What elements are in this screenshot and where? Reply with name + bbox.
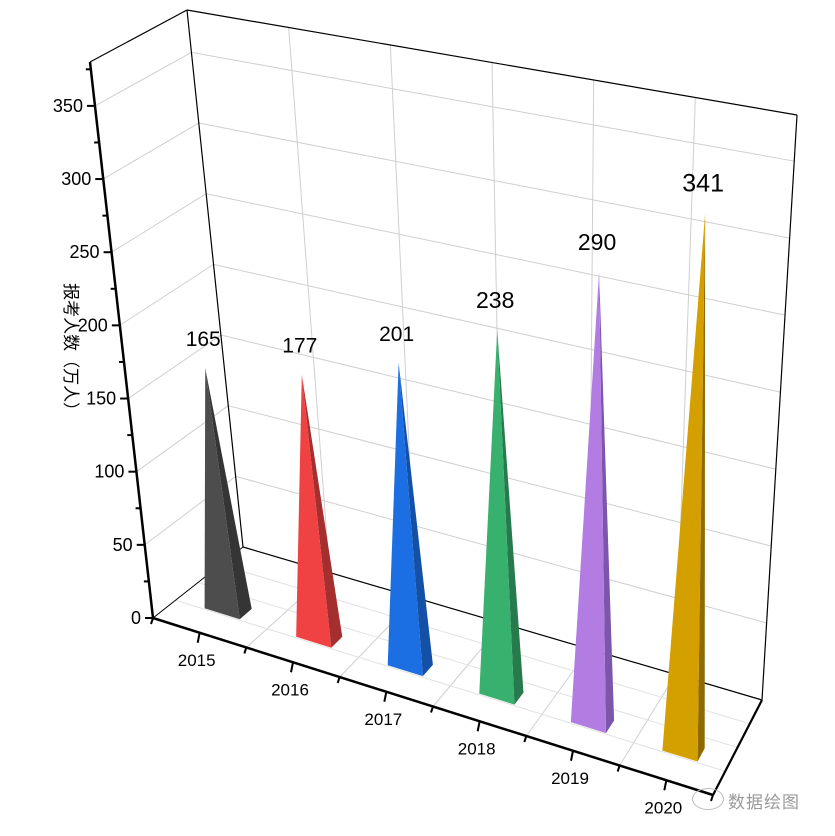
wechat-icon bbox=[692, 788, 724, 810]
x-minor-tick bbox=[523, 735, 528, 743]
y-axis-label: 报考人数（万人） bbox=[60, 283, 80, 419]
data-label: 177 bbox=[282, 335, 317, 358]
x-tick-label: 2017 bbox=[364, 710, 402, 729]
frame-edge bbox=[761, 114, 798, 701]
floor-gridline bbox=[197, 582, 738, 748]
y-tick-label: 50 bbox=[113, 535, 133, 555]
left-wall-gridline bbox=[127, 334, 222, 399]
y-axis bbox=[88, 61, 155, 619]
x-minor-tick bbox=[430, 706, 434, 713]
back-wall-vertical-gridline bbox=[288, 27, 330, 573]
data-label: 238 bbox=[476, 287, 514, 313]
watermark: 数据绘图 bbox=[728, 793, 800, 813]
x-major-tick bbox=[663, 780, 668, 791]
pyramid-bar-2015 bbox=[204, 368, 240, 620]
x-tick-label: 2015 bbox=[178, 651, 216, 670]
frame-edge bbox=[89, 9, 188, 63]
data-label: 290 bbox=[578, 229, 616, 255]
x-tick-label: 2018 bbox=[458, 739, 496, 758]
y-tick-label: 250 bbox=[70, 242, 100, 262]
frame-edge bbox=[186, 9, 244, 548]
x-major-tick bbox=[476, 721, 481, 732]
floor-gridline bbox=[175, 599, 726, 772]
pyramid-side-face-2019 bbox=[599, 272, 615, 734]
x-tick-label: 2020 bbox=[644, 798, 682, 817]
x-minor-tick bbox=[243, 647, 248, 654]
left-wall-gridline bbox=[111, 193, 207, 253]
x-major-tick bbox=[383, 691, 388, 702]
depth-axis bbox=[712, 699, 763, 796]
x-minor-tick bbox=[336, 676, 341, 684]
x-minor-tick bbox=[150, 617, 154, 625]
x-tick-label: 2019 bbox=[551, 769, 589, 788]
y-tick-label: 200 bbox=[78, 315, 108, 335]
pyramid-bar-2019 bbox=[570, 272, 606, 734]
left-wall-gridline bbox=[94, 51, 192, 107]
data-label: 201 bbox=[379, 323, 414, 346]
pyramid-side-face-2016 bbox=[301, 374, 343, 648]
pyramid-bar-2017 bbox=[387, 362, 423, 677]
x-tick-label: 2016 bbox=[271, 680, 309, 699]
pyramid-bar-2020 bbox=[662, 213, 706, 762]
data-label: 341 bbox=[682, 169, 724, 197]
left-wall-gridline bbox=[103, 122, 200, 180]
y-tick-label: 150 bbox=[86, 389, 116, 409]
pyramid-side-face-2020 bbox=[697, 213, 706, 762]
data-label: 165 bbox=[186, 328, 221, 351]
pyramid-side-face-2018 bbox=[497, 329, 524, 705]
y-tick-label: 300 bbox=[61, 169, 91, 189]
pyramid-side-face-2017 bbox=[398, 362, 433, 677]
pyramid-bar-2016 bbox=[296, 374, 332, 648]
frame-edge bbox=[186, 9, 798, 116]
x-major-tick bbox=[290, 662, 294, 673]
left-wall-gridline bbox=[119, 263, 214, 326]
y-tick-label: 350 bbox=[53, 96, 83, 116]
pyramid-bar-2018 bbox=[479, 329, 515, 705]
pyramid-side-face-2015 bbox=[205, 368, 252, 620]
x-major-tick bbox=[196, 632, 201, 643]
x-major-tick bbox=[570, 750, 574, 761]
x-minor-tick bbox=[616, 765, 621, 772]
y-tick-label: 0 bbox=[131, 608, 141, 628]
y-tick-label: 100 bbox=[94, 462, 124, 482]
